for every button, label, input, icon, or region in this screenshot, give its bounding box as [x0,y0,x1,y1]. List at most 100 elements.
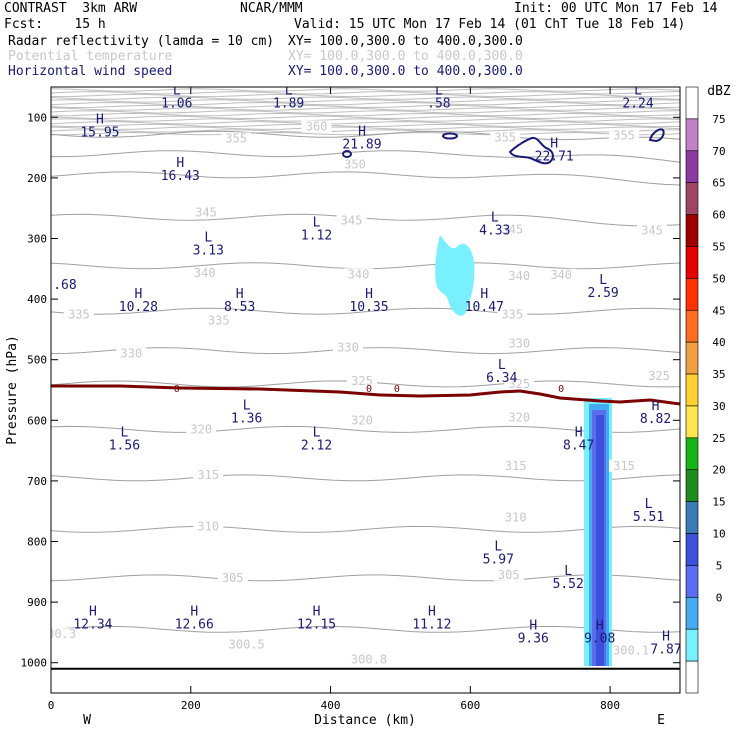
colorbar-unit: dBZ [707,84,731,99]
valid-time: Valid: 15 UTC Mon 17 Feb 14 (01 ChT Tue … [294,17,686,32]
colorbar-label: 75 [712,113,725,126]
wind-contour-small [648,128,665,143]
freezing-line-label: 0 [394,384,400,395]
stratosphere-theta-line [51,93,680,98]
theta-label: 355 [225,132,247,146]
model-title: CONTRAST 3km ARW [4,1,138,16]
theta-contour-315 [51,474,680,482]
extrema-symbol: L [494,540,502,555]
y-tick-label: 700 [27,475,47,488]
stratosphere-theta-line [51,123,680,128]
colorbar-segment [685,628,699,662]
colorbar-label: 70 [712,145,725,158]
colorbar-segment [685,660,699,694]
stratosphere-theta-line [51,121,680,125]
colorbar-segment [685,501,699,534]
colorbar-label: 55 [712,240,725,253]
x-tick-label: 600 [460,699,480,712]
theta-label-bg [193,468,224,481]
stratosphere-theta-line [51,96,680,100]
theta-label: 335 [208,313,230,327]
colorbar-label: 30 [712,400,725,413]
theta-label-bg [546,268,577,281]
colorbar-label: 5 [716,559,723,572]
extrema-value: 5.52 [553,577,584,592]
extrema-value: 1.12 [301,228,332,243]
colorbar-label: 10 [712,528,725,541]
x-axis-left-label: W [83,713,91,728]
theta-label-bg [116,347,147,360]
extrema-symbol: H [358,124,366,139]
freezing-line [51,384,680,406]
stratosphere-theta-line [51,104,680,109]
extrema-value: 8.53 [224,300,255,315]
extrema-symbol: L [435,83,443,98]
y-axis-title: Pressure (hPa) [5,335,20,445]
colorbar-segment [685,214,699,247]
theta-label: 300.1 [613,644,649,658]
theta-contour-350 [51,171,680,186]
theta-label-bg [637,224,668,237]
theta-label-bg [609,459,640,472]
stratosphere-theta-lines [51,88,680,136]
stratosphere-theta-line [51,88,680,92]
extrema-symbol: L [491,211,499,226]
theta-label-bg [504,377,535,390]
theta-label: 345 [501,222,523,236]
theta-label-bg [343,268,374,281]
extrema-symbol: H [313,604,321,619]
theta-label: 345 [341,213,363,227]
extrema-symbol: L [599,273,607,288]
theta-label: 315 [197,468,219,482]
x-tick-label: 200 [181,699,201,712]
freezing-line-label: 0 [174,384,180,395]
extrema-symbol: H [662,629,670,644]
theta-contour-335 [51,307,680,315]
colorbar-label: 60 [712,209,725,222]
theta-label: 320 [190,422,212,436]
extrema-value: 10.28 [119,300,158,315]
theta-label: 325 [508,377,530,391]
theta-label-bg [333,341,364,354]
theta-contour-300 [51,625,680,633]
extrema-symbol: L [313,215,321,230]
forecast-hour: Fcst: 15 h [4,17,106,32]
field-1-xy: XY= 100.0,300.0 to 400.0,300.0 [288,34,523,49]
y-tick-label: 100 [27,111,47,124]
theta-label: 315 [505,459,527,473]
theta-label: 315 [613,459,635,473]
theta-label-bg [301,120,332,133]
extrema-symbol: L [645,497,653,512]
colorbar-segment [685,373,699,407]
theta-label-bg [616,644,647,657]
theta-label: 305 [222,571,244,585]
theta-labels: 360 355 355 355 350 345 345 345 345 340 340 340 340 3… [51,119,675,667]
extrema-symbol: H [176,156,184,171]
extrema-value: 5.97 [483,553,514,568]
extrema-value: 12.15 [297,617,336,632]
colorbar-label: 15 [712,496,725,509]
wind-contour-small [442,132,458,140]
field-2-name: Potential temperature [8,49,173,64]
theta-label-bg [497,223,528,236]
theta-label-bg [609,129,640,142]
y-tick-label: 200 [27,172,47,185]
wind-contour-small [342,150,352,158]
field-3-name: Horizontal wind speed [8,64,173,79]
theta-label: 325 [648,369,670,383]
theta-label: 340 [348,267,370,281]
extrema-symbol: .68 [53,278,76,293]
extrema-value: 12.66 [175,617,214,632]
y-tick-label: 500 [27,354,47,367]
extrema-symbol: L [285,83,293,98]
extrema-symbol: H [365,287,373,302]
extrema-value: 1.06 [161,96,192,111]
colorbar-segment [685,565,699,598]
extrema-symbol: L [243,398,251,413]
extrema-symbol: H [190,604,198,619]
stratosphere-theta-line [51,129,680,133]
theta-label: 340 [550,268,572,282]
extrema-symbol: H [529,618,537,633]
extrema-value: 2.12 [301,439,332,454]
